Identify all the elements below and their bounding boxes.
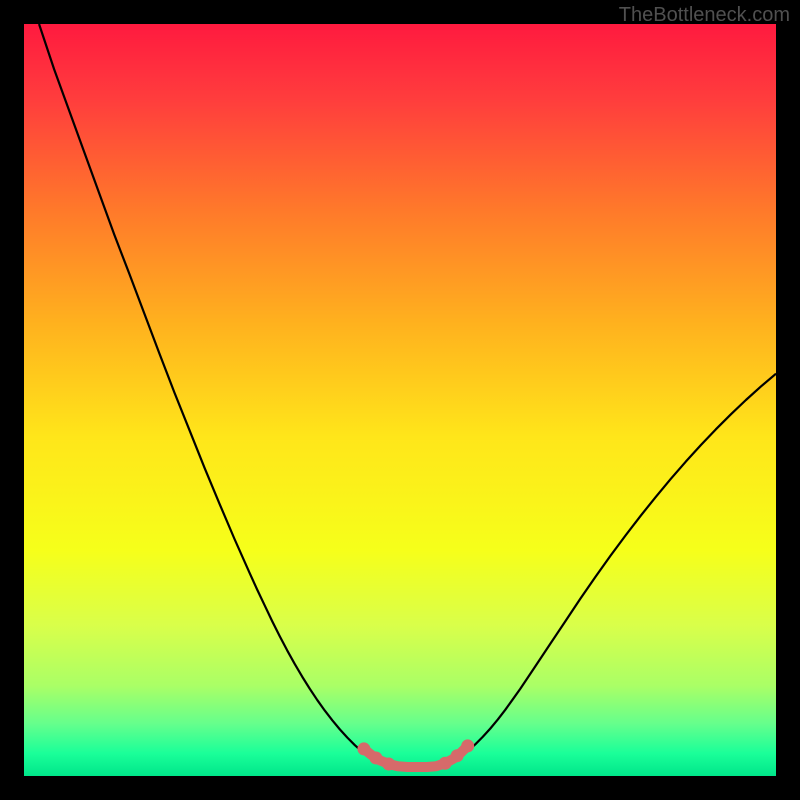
optimal-range-dot (369, 751, 382, 764)
watermark-label: TheBottleneck.com (619, 4, 790, 27)
optimal-range-dot (439, 757, 452, 770)
bottleneck-curve-chart (24, 24, 776, 776)
optimal-range-dot (382, 757, 395, 770)
optimal-range-dot (461, 739, 474, 752)
optimal-range-dot (357, 742, 370, 755)
chart-frame: TheBottleneck.com (0, 0, 800, 800)
chart-background (24, 24, 776, 776)
plot-area (24, 24, 776, 776)
optimal-range-dot (451, 749, 464, 762)
